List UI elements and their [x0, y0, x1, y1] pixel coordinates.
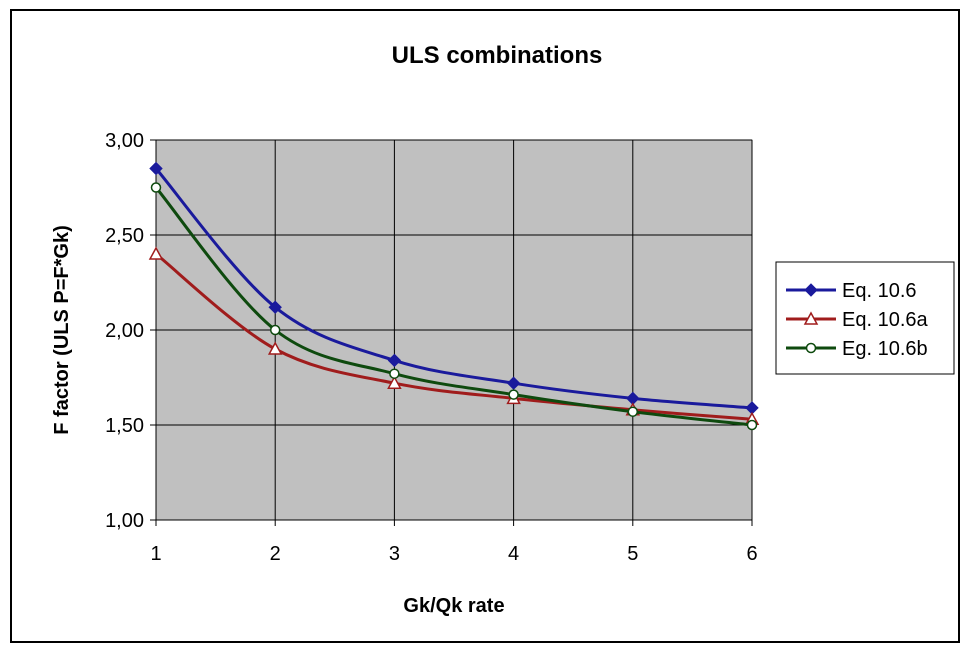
axes — [150, 139, 753, 526]
data-point — [506, 376, 521, 390]
data-point — [150, 182, 162, 193]
data-point — [627, 406, 639, 417]
series-line — [155, 252, 753, 421]
data-point — [149, 161, 163, 176]
tick-labels: 1,00 1,50 2,00 2,50 3,00 1 2 3 4 5 6 — [105, 130, 758, 565]
y-tick-label: 1,50 — [105, 415, 144, 437]
series-group — [148, 161, 760, 431]
x-tick-label: 2 — [270, 543, 281, 565]
series-1 — [149, 161, 759, 415]
data-point — [267, 341, 283, 355]
chart-title: ULS combinations — [392, 42, 603, 69]
legend-entry: Eq. 10.6 — [786, 280, 917, 302]
y-tick-label: 2,50 — [105, 225, 144, 247]
data-point — [268, 300, 282, 314]
legend-entry: Eq. 10.6a — [786, 309, 929, 331]
legend-label: Eq. 10.6a — [842, 309, 929, 331]
data-point — [148, 246, 164, 260]
x-axis-title: Gk/Qk rate — [403, 595, 504, 617]
legend: Eq. 10.6 Eq. 10.6a Eg. 10.6b — [786, 280, 929, 360]
x-tick-label: 3 — [389, 543, 400, 565]
data-point — [508, 389, 519, 400]
y-tick-label: 3,00 — [105, 130, 144, 152]
legend-entry: Eg. 10.6b — [786, 338, 928, 360]
x-tick-label: 5 — [627, 543, 638, 565]
data-point — [746, 419, 758, 431]
data-point — [387, 353, 402, 368]
legend-label: Eq. 10.6 — [842, 280, 917, 302]
data-point — [389, 368, 400, 379]
legend-marker — [805, 342, 817, 354]
legend-label: Eg. 10.6b — [842, 338, 928, 360]
y-tick-label: 1,00 — [105, 510, 144, 532]
y-tick-label: 2,00 — [105, 320, 144, 342]
legend-marker — [804, 283, 818, 297]
legend-marker — [803, 311, 819, 325]
y-axis-title: F factor (ULS P=F*Gk) — [51, 225, 73, 434]
x-tick-label: 6 — [746, 543, 757, 565]
x-tick-label: 1 — [150, 543, 161, 565]
data-point — [387, 375, 402, 389]
series-3 — [150, 182, 758, 431]
data-point — [269, 324, 281, 336]
x-tick-label: 4 — [508, 543, 519, 565]
